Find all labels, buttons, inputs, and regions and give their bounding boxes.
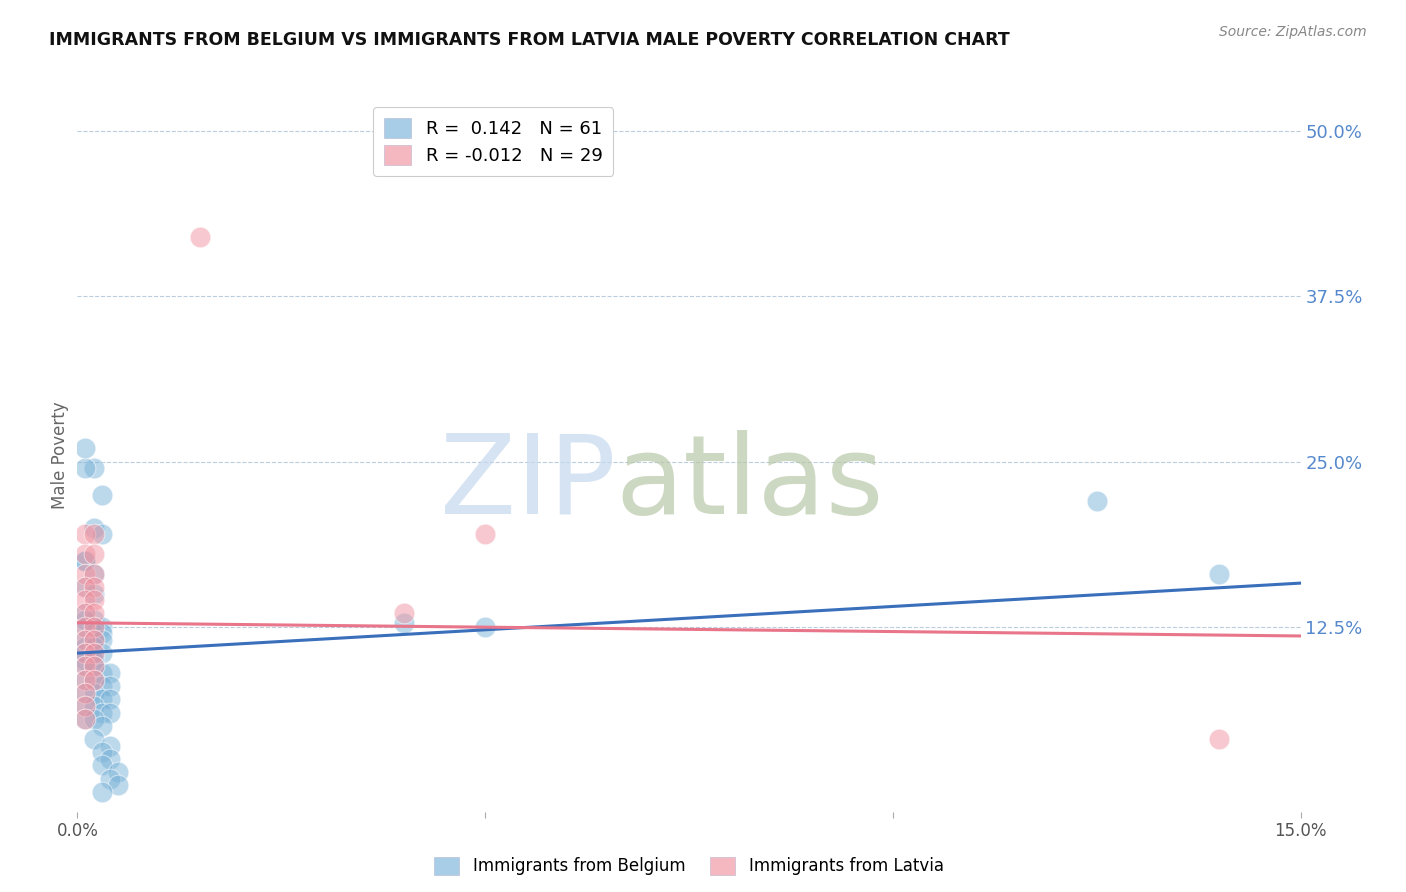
Point: [90, 626, 112, 640]
Point: [83, 640, 105, 654]
Point: [75, 653, 97, 667]
Point: [90, 692, 112, 706]
Point: [83, 632, 105, 647]
Point: [83, 712, 105, 726]
Point: [90, 620, 112, 634]
Point: [75, 620, 97, 634]
Text: IMMIGRANTS FROM BELGIUM VS IMMIGRANTS FROM LATVIA MALE POVERTY CORRELATION CHART: IMMIGRANTS FROM BELGIUM VS IMMIGRANTS FR…: [49, 31, 1010, 49]
Point: [75, 698, 97, 713]
Point: [83, 732, 105, 747]
Point: [75, 632, 97, 647]
Point: [83, 461, 105, 475]
Point: [83, 620, 105, 634]
Point: [83, 632, 105, 647]
Point: [75, 607, 97, 621]
Point: [83, 686, 105, 700]
Point: [83, 566, 105, 581]
Point: [75, 712, 97, 726]
Point: [75, 646, 97, 660]
Point: [75, 646, 97, 660]
Point: [83, 527, 105, 541]
Point: [75, 698, 97, 713]
Point: [98, 772, 121, 786]
Point: [75, 566, 97, 581]
Point: [83, 566, 105, 581]
Point: [98, 739, 121, 753]
Point: [1085, 494, 1108, 508]
Point: [75, 712, 97, 726]
Point: [75, 547, 97, 561]
Point: [75, 632, 97, 647]
Text: Source: ZipAtlas.com: Source: ZipAtlas.com: [1219, 25, 1367, 39]
Point: [83, 659, 105, 673]
Point: [107, 765, 129, 780]
Point: [83, 620, 105, 634]
Point: [83, 626, 105, 640]
Point: [83, 659, 105, 673]
Point: [98, 692, 121, 706]
Point: [75, 442, 97, 456]
Point: [83, 653, 105, 667]
Point: [75, 659, 97, 673]
Point: [90, 527, 112, 541]
Point: [75, 580, 97, 594]
Point: [90, 487, 112, 501]
Point: [90, 706, 112, 720]
Y-axis label: Male Poverty: Male Poverty: [51, 401, 69, 508]
Point: [83, 547, 105, 561]
Point: [98, 679, 121, 693]
Text: atlas: atlas: [616, 430, 884, 537]
Point: [83, 520, 105, 534]
Point: [75, 527, 97, 541]
Point: [474, 527, 496, 541]
Point: [75, 607, 97, 621]
Point: [1208, 566, 1230, 581]
Point: [75, 640, 97, 654]
Point: [83, 646, 105, 660]
Point: [75, 554, 97, 568]
Point: [392, 607, 415, 621]
Point: [75, 613, 97, 627]
Point: [83, 580, 105, 594]
Point: [90, 719, 112, 733]
Point: [75, 673, 97, 687]
Point: [392, 615, 415, 630]
Text: ZIP: ZIP: [440, 430, 616, 537]
Point: [75, 686, 97, 700]
Point: [83, 607, 105, 621]
Point: [83, 587, 105, 601]
Point: [83, 673, 105, 687]
Point: [75, 580, 97, 594]
Point: [75, 461, 97, 475]
Point: [107, 778, 129, 792]
Point: [83, 646, 105, 660]
Point: [98, 665, 121, 680]
Point: [474, 620, 496, 634]
Point: [90, 745, 112, 759]
Point: [75, 593, 97, 607]
Point: [83, 673, 105, 687]
Point: [75, 673, 97, 687]
Point: [90, 646, 112, 660]
Point: [90, 785, 112, 799]
Point: [90, 632, 112, 647]
Point: [90, 679, 112, 693]
Point: [75, 686, 97, 700]
Point: [75, 620, 97, 634]
Point: [83, 613, 105, 627]
Point: [98, 706, 121, 720]
Legend: Immigrants from Belgium, Immigrants from Latvia: Immigrants from Belgium, Immigrants from…: [425, 847, 953, 886]
Point: [90, 665, 112, 680]
Point: [75, 554, 97, 568]
Point: [98, 752, 121, 766]
Point: [83, 698, 105, 713]
Point: [90, 758, 112, 772]
Point: [83, 593, 105, 607]
Point: [75, 659, 97, 673]
Point: [1208, 732, 1230, 747]
Point: [188, 230, 211, 244]
